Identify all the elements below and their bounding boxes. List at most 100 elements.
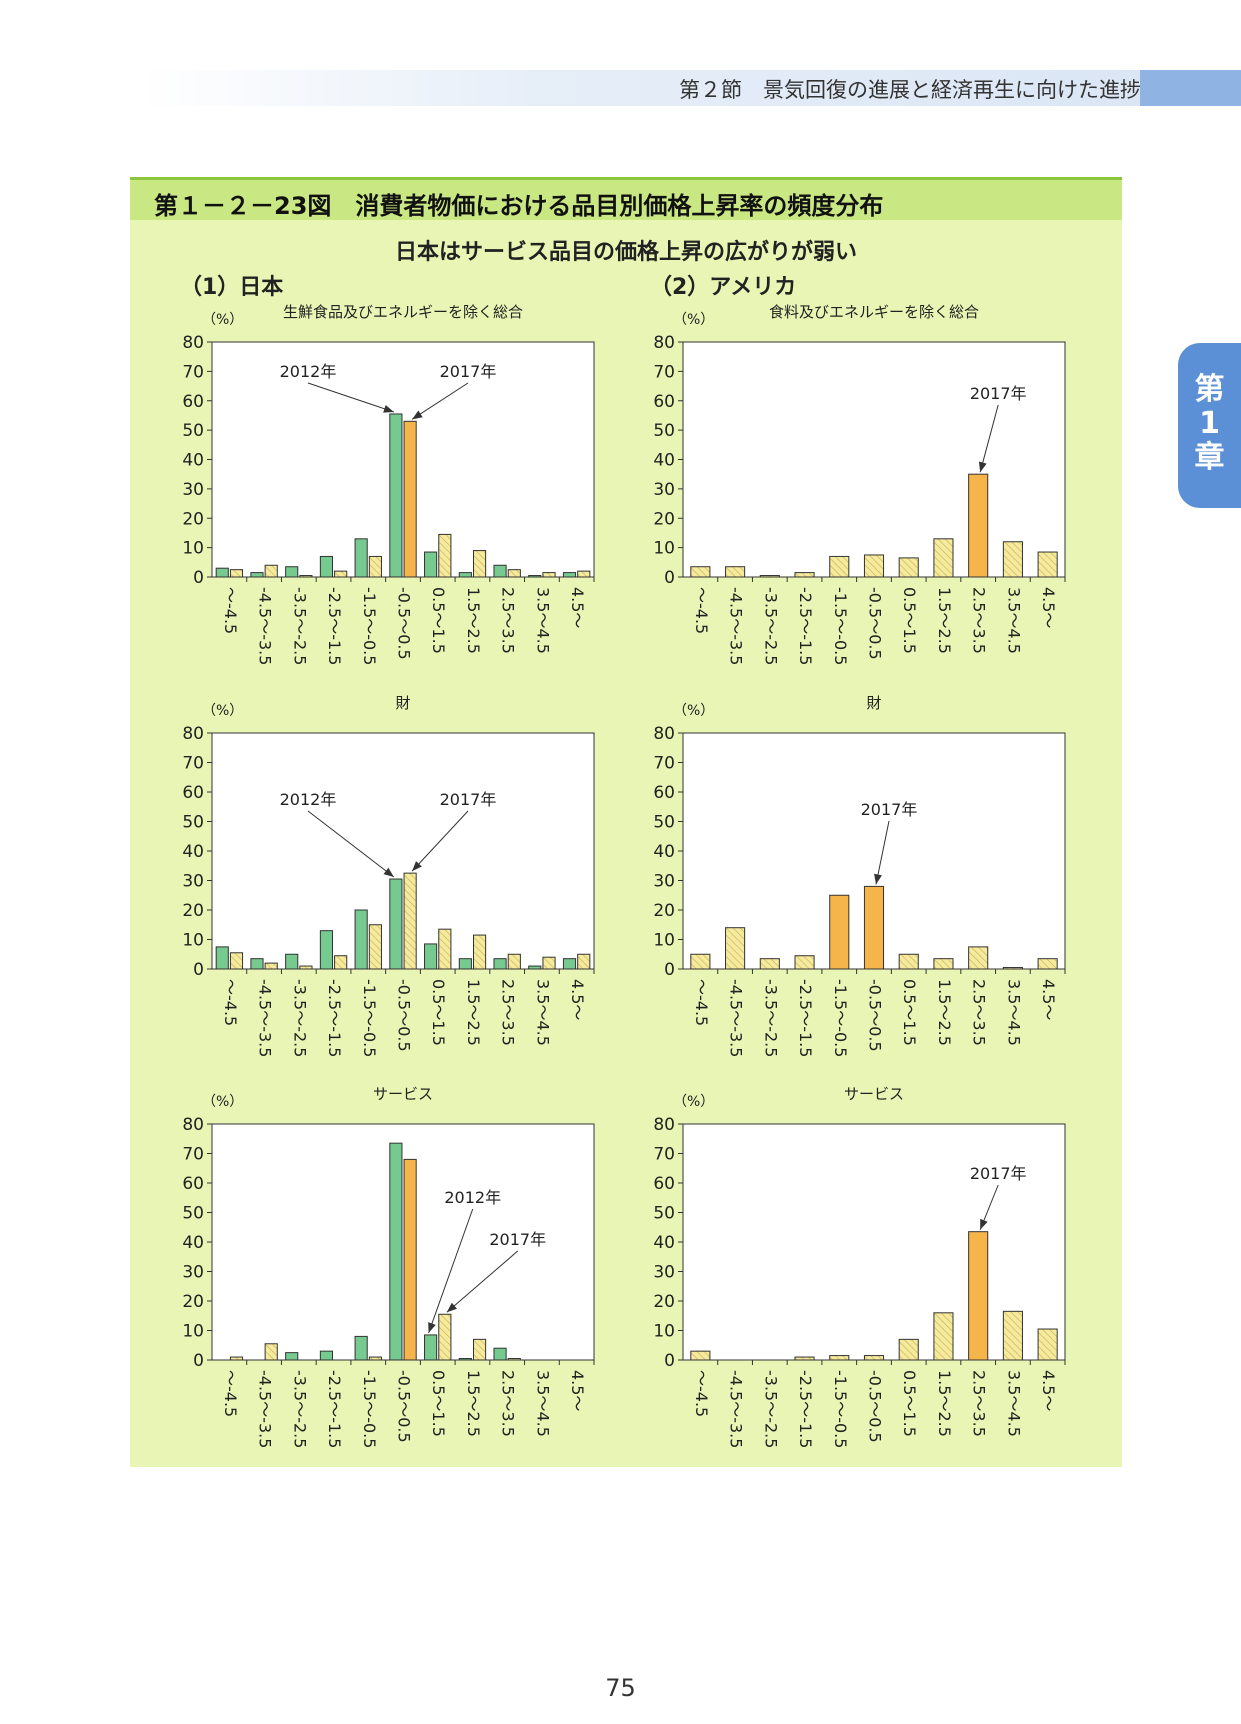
y-tick-label: 50 [182, 421, 204, 441]
y-tick-label: 40 [182, 1233, 204, 1253]
y-tick-label: 30 [653, 1263, 675, 1283]
x-tick-label: 2.5～3.5 [499, 587, 518, 654]
bar-2012年-0 [215, 567, 229, 578]
bar-2017年-0 [690, 953, 711, 970]
bar-2017年-7 [933, 958, 954, 970]
x-tick-label: 0.5～1.5 [429, 979, 448, 1046]
x-tick-label: -0.5～0.5 [395, 587, 414, 660]
y-tick-label: 40 [182, 451, 204, 471]
bar-2017年-9 [1002, 541, 1023, 578]
annotation-label: 2017年 [970, 384, 1027, 403]
y-axis-unit: （%） [202, 703, 243, 719]
bar-2012年-3 [319, 1350, 334, 1361]
annotation-label: 2012年 [444, 1188, 501, 1207]
bar-2017年-3 [334, 955, 348, 970]
bar-2017年-3 [794, 955, 815, 970]
chart-3: 財 （%） 0 10 20 30 40 50 60 70 80 ～-4.5 -4.5～-3.5 -3.5～… [182, 694, 595, 1057]
bar-2012年-9 [528, 575, 542, 578]
y-axis-unit: （%） [673, 703, 714, 719]
chapter-tab[interactable]: 第 1 章 [1178, 343, 1241, 508]
y-tick-label: 40 [653, 842, 675, 862]
bar-2017年-4 [368, 1356, 382, 1361]
bar-2017年-9 [1002, 967, 1023, 970]
bar-2017年-8 [507, 569, 521, 578]
figure-title-bar: 第１－２－23図 消費者物価における品目別価格上昇率の頻度分布 [130, 177, 1122, 220]
bar-2017年-10 [577, 953, 591, 970]
x-tick-label: -3.5～-2.5 [761, 979, 780, 1057]
bar-2017年-1 [725, 566, 746, 578]
annotation-arrow-head [383, 404, 394, 413]
y-tick-label: 80 [182, 1115, 204, 1135]
y-tick-label: 0 [193, 960, 204, 980]
bar-2017年-0 [229, 569, 244, 578]
bar-2012年-5 [389, 413, 403, 578]
bar-2017年-10 [1037, 958, 1058, 970]
plot-frame [211, 732, 595, 970]
bar-2017年-9 [542, 572, 556, 578]
x-tick-label: ～-4.5 [692, 587, 711, 634]
x-tick-label: 4.5～ [1039, 587, 1058, 628]
x-tick-label: -0.5～0.5 [866, 1370, 885, 1443]
y-tick-label: 60 [653, 1174, 675, 1194]
figure-panel: 第１－２－23図 消費者物価における品目別価格上昇率の頻度分布 日本はサービス品… [130, 177, 1122, 1467]
x-tick-label: -2.5～-1.5 [796, 1370, 815, 1448]
bar-2012年-6 [424, 1334, 438, 1361]
bar-2017年-6 [438, 928, 452, 970]
bar-2017年-4 [829, 555, 850, 578]
bar-2017年-10 [1037, 551, 1058, 578]
x-tick-label: 2.5～3.5 [970, 979, 989, 1046]
bar-2017年-3 [794, 1356, 815, 1361]
x-tick-label: -0.5～0.5 [866, 587, 885, 660]
x-tick-label: 3.5～4.5 [1004, 587, 1023, 654]
y-tick-label: 40 [653, 451, 675, 471]
y-tick-label: 40 [182, 842, 204, 862]
bar-2017年-8 [507, 953, 521, 970]
x-tick-label: -2.5～-1.5 [796, 587, 815, 665]
bar-2017年-6 [438, 533, 452, 578]
x-tick-label: 0.5～1.5 [900, 587, 919, 654]
bar-2017年-0 [690, 1350, 711, 1361]
y-tick-label: 0 [664, 1351, 675, 1371]
x-tick-label: 3.5～4.5 [1004, 1370, 1023, 1437]
y-tick-label: 80 [182, 724, 204, 744]
annotation-arrow-line [428, 1208, 474, 1334]
bar-2012年-3 [319, 930, 334, 970]
y-tick-label: 30 [653, 872, 675, 892]
bar-2017年-1 [725, 927, 746, 970]
x-tick-label: -2.5～-1.5 [796, 979, 815, 1057]
bar-2012年-8 [493, 564, 507, 578]
bar-2012年-10 [562, 572, 577, 578]
x-tick-label: 4.5～ [568, 979, 587, 1020]
bar-2012年-9 [528, 965, 542, 970]
x-tick-label: -1.5～-0.5 [360, 1370, 379, 1448]
plot-frame [211, 1123, 595, 1361]
bar-2017年-7 [933, 538, 954, 578]
annotation-arrow-head [383, 867, 394, 878]
y-tick-label: 70 [182, 362, 204, 382]
x-tick-label: -3.5～-2.5 [290, 1370, 309, 1448]
bar-2017年-9 [542, 956, 556, 970]
section-title-japan: （1）日本 [180, 275, 284, 300]
y-tick-label: 70 [182, 754, 204, 774]
bar-2017年-5 [863, 1355, 885, 1361]
y-tick-label: 20 [182, 509, 204, 529]
bar-2012年-8 [493, 1347, 507, 1361]
x-tick-label: -4.5～-3.5 [727, 587, 746, 665]
x-tick-label: 2.5～3.5 [499, 979, 518, 1046]
y-tick-label: 10 [182, 539, 204, 559]
bar-2017年-6 [898, 557, 919, 578]
x-tick-label: 4.5～ [568, 1370, 587, 1411]
y-tick-label: 30 [182, 480, 204, 500]
bar-2017年-0 [690, 566, 711, 578]
bar-2017年-1 [264, 564, 278, 578]
x-tick-label: -3.5～-2.5 [761, 1370, 780, 1448]
plot-frame [682, 1123, 1066, 1361]
bar-2017年-4 [368, 924, 382, 970]
y-tick-label: 50 [182, 1204, 204, 1224]
y-tick-label: 60 [182, 783, 204, 803]
bar-2017年-10 [577, 570, 591, 578]
x-tick-label: 3.5～4.5 [533, 979, 552, 1046]
bar-2017年-6 [898, 1338, 919, 1361]
x-tick-label: 3.5～4.5 [533, 1370, 552, 1437]
x-tick-label: 1.5～2.5 [464, 979, 483, 1046]
